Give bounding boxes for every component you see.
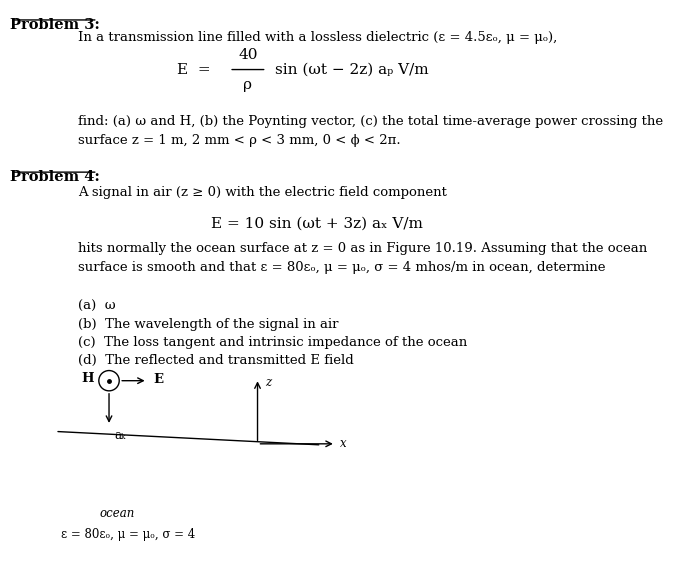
- Text: (d)  The reflected and transmitted E field: (d) The reflected and transmitted E fiel…: [78, 353, 353, 367]
- Text: E: E: [153, 373, 164, 386]
- Text: ρ: ρ: [243, 78, 252, 92]
- Text: find: (a) ω and H, (b) the Poynting vector, (c) the total time-average power cro: find: (a) ω and H, (b) the Poynting vect…: [78, 115, 663, 147]
- Text: ocean: ocean: [100, 507, 135, 520]
- Text: (b)  The wavelength of the signal in air: (b) The wavelength of the signal in air: [78, 317, 338, 331]
- Text: (a)  ω: (a) ω: [78, 300, 116, 312]
- Text: (c)  The loss tangent and intrinsic impedance of the ocean: (c) The loss tangent and intrinsic imped…: [78, 336, 467, 348]
- Text: E = 10 sin (ωt + 3z) aₓ V/m: E = 10 sin (ωt + 3z) aₓ V/m: [211, 217, 423, 231]
- Text: Problem 3:: Problem 3:: [10, 18, 100, 32]
- Text: H: H: [82, 372, 94, 385]
- Text: hits normally the ocean surface at z = 0 as in Figure 10.19. Assuming that the o: hits normally the ocean surface at z = 0…: [78, 242, 647, 274]
- Text: In a transmission line filled with a lossless dielectric (ε = 4.5εₒ, μ = μₒ),: In a transmission line filled with a los…: [78, 31, 557, 44]
- Text: ε = 80εₒ, μ = μₒ, σ = 4: ε = 80εₒ, μ = μₒ, σ = 4: [61, 529, 195, 541]
- Text: A signal in air (z ≥ 0) with the electric field component: A signal in air (z ≥ 0) with the electri…: [78, 186, 447, 199]
- Text: sin (ωt − 2z) aₚ V/m: sin (ωt − 2z) aₚ V/m: [274, 62, 428, 77]
- Text: z: z: [265, 376, 271, 389]
- Text: aₖ: aₖ: [115, 428, 126, 442]
- Text: x: x: [340, 438, 347, 450]
- Text: E  =: E =: [177, 62, 211, 77]
- Text: 40: 40: [238, 48, 258, 62]
- Text: Problem 4:: Problem 4:: [10, 170, 100, 184]
